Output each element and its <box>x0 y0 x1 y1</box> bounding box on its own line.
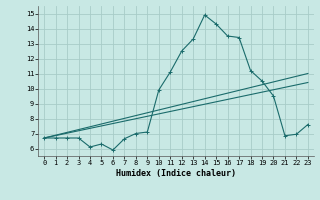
X-axis label: Humidex (Indice chaleur): Humidex (Indice chaleur) <box>116 169 236 178</box>
